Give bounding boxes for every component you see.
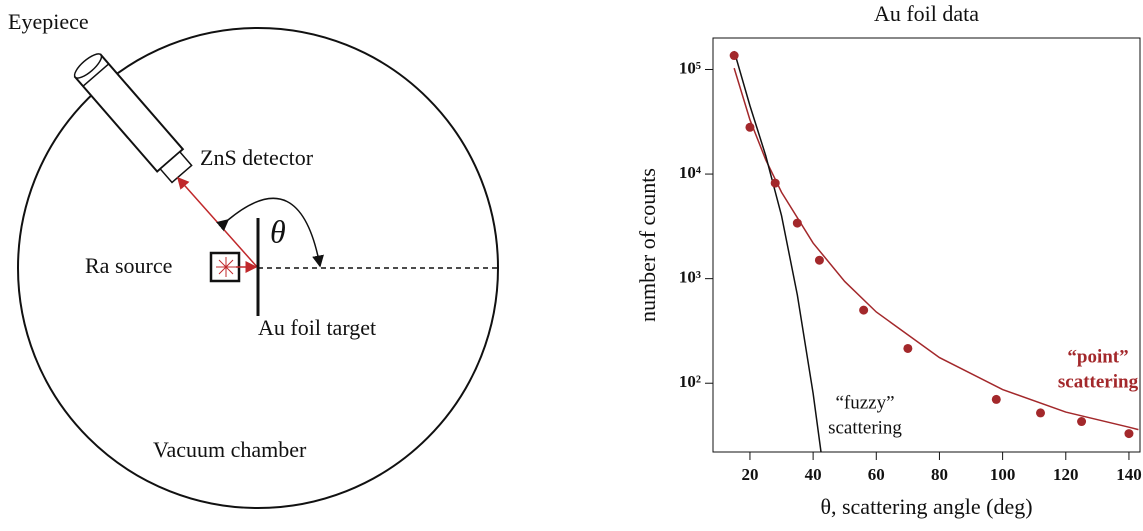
annotation: scattering (828, 417, 902, 438)
label: Vacuum chamber (153, 437, 307, 462)
plot-frame (712, 37, 1141, 453)
data-point (991, 394, 1001, 404)
chamber-wall (17, 27, 499, 509)
data-point (770, 178, 780, 188)
y-tick-label: 10⁴ (679, 163, 701, 182)
data-point (745, 122, 755, 132)
data-point (729, 51, 739, 61)
label: Au foil target (258, 315, 376, 340)
fit-curve (733, 50, 822, 453)
apparatus: Eyepiece ZnS detector θ Ra source Au foi… (8, 9, 499, 509)
x-tick-label: 80 (931, 465, 948, 484)
data-point (792, 218, 802, 228)
x-axis-label: θ, scattering angle (deg) (820, 494, 1032, 519)
annotation: “point” (1067, 346, 1128, 367)
y-tick-label: 10² (679, 372, 701, 391)
annotation: “fuzzy” (835, 392, 894, 413)
x-tick-label: 100 (990, 465, 1016, 484)
label: Eyepiece (8, 9, 89, 34)
y-axis-label: number of counts (635, 168, 660, 322)
data-point (859, 305, 869, 315)
label: Ra source (85, 253, 172, 278)
x-tick-label: 20 (741, 465, 758, 484)
label: ZnS detector (200, 145, 314, 170)
chart-title: Au foil data (874, 1, 979, 26)
y-tick-label: 10³ (679, 268, 701, 287)
detector-tube (73, 53, 193, 184)
fit-curve (733, 67, 1139, 431)
angle-arc (216, 197, 324, 268)
annotation: scattering (1058, 371, 1139, 392)
source-burst (216, 257, 236, 277)
data-point (1077, 417, 1087, 427)
data-point (1036, 408, 1046, 418)
data-point (1124, 429, 1134, 439)
x-tick-label: 60 (868, 465, 885, 484)
y-tick-label: 10⁵ (679, 58, 701, 77)
x-tick-label: 120 (1053, 465, 1079, 484)
x-tick-label: 140 (1116, 465, 1142, 484)
data-point (814, 255, 824, 265)
data-point (903, 343, 913, 353)
x-tick-label: 40 (805, 465, 822, 484)
label: θ (270, 213, 286, 249)
